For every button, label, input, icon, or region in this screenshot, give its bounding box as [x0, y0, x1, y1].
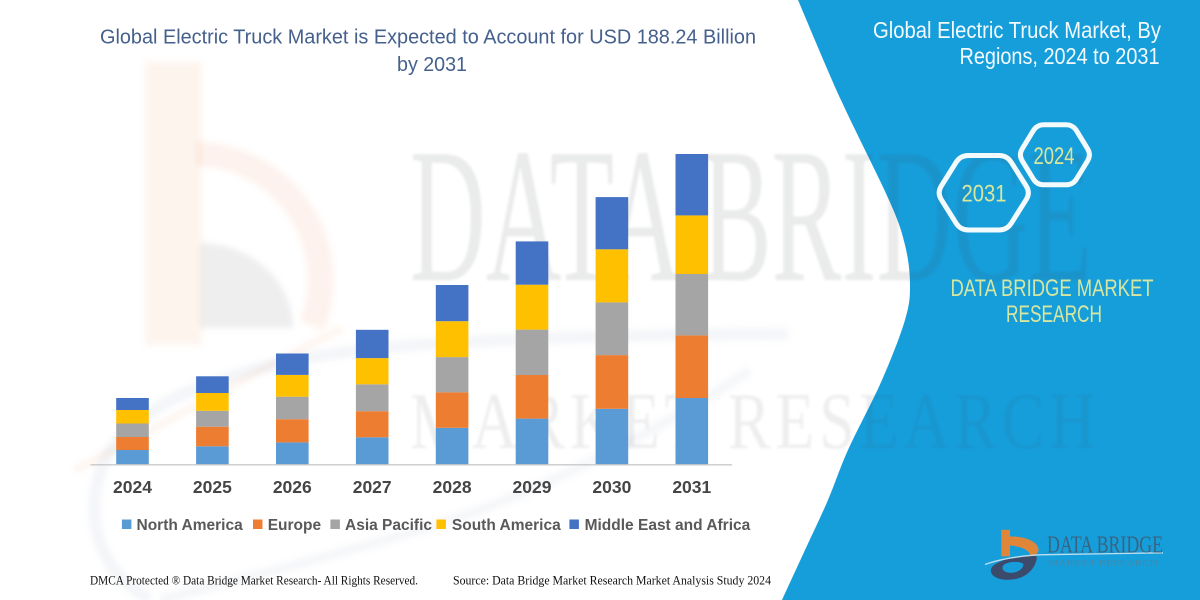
svg-text:2030: 2030 — [592, 477, 631, 497]
svg-text:MARKET RESEARCH: MARKET RESEARCH — [1048, 558, 1158, 568]
svg-text:2025: 2025 — [193, 477, 232, 497]
svg-text:North America: North America — [137, 517, 244, 534]
svg-text:DATA BRIDGE: DATA BRIDGE — [1047, 533, 1163, 559]
svg-text:2026: 2026 — [273, 477, 312, 497]
svg-text:2031: 2031 — [962, 181, 1007, 208]
svg-text:RESEARCH: RESEARCH — [1006, 301, 1102, 328]
svg-text:Asia Pacific: Asia Pacific — [345, 517, 432, 534]
svg-text:DATA BRIDGE MARKET: DATA BRIDGE MARKET — [951, 275, 1154, 302]
svg-text:Europe: Europe — [268, 517, 322, 534]
svg-text:MARKET RESEARCH: MARKET RESEARCH — [410, 378, 1100, 466]
svg-text:2027: 2027 — [353, 477, 392, 497]
svg-text:Global Electric Truck Market i: Global Electric Truck Market is Expected… — [100, 27, 756, 49]
svg-text:Middle East and Africa: Middle East and Africa — [585, 517, 751, 534]
svg-text:by 2031: by 2031 — [397, 54, 467, 76]
svg-text:DMCA Protected ® Data Bridge M: DMCA Protected ® Data Bridge Market Rese… — [90, 574, 418, 588]
svg-text:2028: 2028 — [433, 477, 472, 497]
svg-text:2024: 2024 — [113, 477, 152, 497]
svg-text:2031: 2031 — [672, 477, 711, 497]
svg-text:2024: 2024 — [1034, 143, 1075, 170]
svg-text:Global Electric Truck Market,: Global Electric Truck Market, By — [873, 17, 1161, 43]
svg-text:South America: South America — [452, 517, 561, 534]
svg-text:2029: 2029 — [513, 477, 552, 497]
svg-text:Source: Data Bridge Market Res: Source: Data Bridge Market Research Mark… — [453, 574, 772, 588]
svg-text:Regions, 2024 to 2031: Regions, 2024 to 2031 — [960, 43, 1160, 69]
